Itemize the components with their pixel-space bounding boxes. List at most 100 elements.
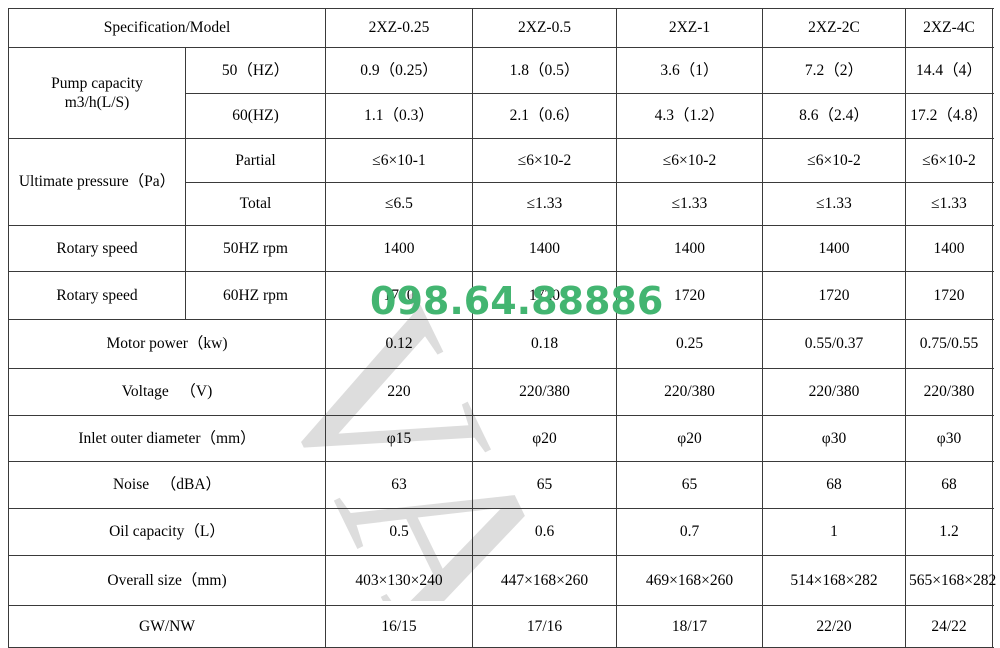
cell-overall-size-model-2: 447×168×260 bbox=[472, 555, 617, 606]
header-model-3: 2XZ-1 bbox=[616, 8, 763, 48]
cell-rotary-speed-50hz-model-4: 1400 bbox=[762, 225, 906, 272]
cell-motor-power-model-3: 0.25 bbox=[616, 319, 763, 369]
rowhead-ultimate-pressure-partial: Partial bbox=[185, 138, 326, 183]
cell-motor-power-model-4: 0.55/0.37 bbox=[762, 319, 906, 369]
table-row: GW/NW 16/15 17/16 18/17 22/20 24/22 bbox=[8, 605, 993, 648]
cell-voltage-model-4: 220/380 bbox=[762, 368, 906, 416]
table-row: Motor power（kw) 0.12 0.18 0.25 0.55/0.37… bbox=[8, 319, 993, 369]
rowhead-rotary-speed-60hz-unit: 60HZ rpm bbox=[185, 271, 326, 320]
table-row: 60(HZ) 1.1（0.3） 2.1（0.6） 4.3（1.2） 8.6（2.… bbox=[9, 92, 993, 139]
header-model-2: 2XZ-0.5 bbox=[472, 8, 617, 48]
rowhead-inlet-outer-diameter: Inlet outer diameter（mm） bbox=[8, 415, 326, 462]
cell-rotary-speed-50hz-model-5: 1400 bbox=[905, 225, 993, 272]
header-model-1: 2XZ-0.25 bbox=[325, 8, 473, 48]
cell-gw-nw-model-4: 22/20 bbox=[762, 605, 906, 648]
cell-overall-size-model-4: 514×168×282 bbox=[762, 555, 906, 606]
cell-motor-power-model-1: 0.12 bbox=[325, 319, 473, 369]
cell-pump-capacity-50hz-model-2: 1.8（0.5） bbox=[472, 47, 617, 94]
cell-gw-nw-model-3: 18/17 bbox=[616, 605, 763, 648]
table-row: Ultimate pressure（Pa） Partial ≤6×10-1 ≤6… bbox=[8, 138, 993, 226]
rowhead-pump-capacity-60hz: 60(HZ) bbox=[185, 92, 326, 139]
cell-ultimate-pressure-partial-model-2: ≤6×10-2 bbox=[472, 138, 617, 183]
cell-ultimate-pressure-total-model-5: ≤1.33 bbox=[905, 181, 993, 226]
cell-inlet-outer-diameter-model-2: φ20 bbox=[472, 415, 617, 462]
rowhead-pump-capacity-50hz: 50（HZ） bbox=[185, 47, 326, 94]
cell-ultimate-pressure-total-model-4: ≤1.33 bbox=[762, 181, 906, 226]
header-model-5: 2XZ-4C bbox=[905, 8, 993, 48]
cell-oil-capacity-model-1: 0.5 bbox=[325, 508, 473, 556]
cell-oil-capacity-model-2: 0.6 bbox=[472, 508, 617, 556]
cell-noise-model-5: 68 bbox=[905, 461, 993, 509]
cell-pump-capacity-60hz-model-1: 1.1（0.3） bbox=[325, 92, 473, 139]
header-model-4: 2XZ-2C bbox=[762, 8, 906, 48]
cell-inlet-outer-diameter-model-5: φ30 bbox=[905, 415, 993, 462]
rowhead-ultimate-pressure-total: Total bbox=[185, 181, 326, 226]
cell-rotary-speed-60hz-model-5: 1720 bbox=[905, 271, 993, 320]
cell-pump-capacity-60hz-model-3: 4.3（1.2） bbox=[616, 92, 763, 139]
rowhead-oil-capacity: Oil capacity（L） bbox=[8, 508, 326, 556]
cell-pump-capacity-50hz-model-1: 0.9（0.25） bbox=[325, 47, 473, 94]
table-row: Voltage （V) 220 220/380 220/380 220/380 … bbox=[8, 368, 993, 416]
table-row: Inlet outer diameter（mm） φ15 φ20 φ20 φ30… bbox=[8, 415, 993, 462]
rowhead-rotary-speed-50hz-unit: 50HZ rpm bbox=[185, 225, 326, 272]
rowhead-gw-nw: GW/NW bbox=[8, 605, 326, 648]
cell-inlet-outer-diameter-model-4: φ30 bbox=[762, 415, 906, 462]
cell-overall-size-model-1: 403×130×240 bbox=[325, 555, 473, 606]
cell-gw-nw-model-2: 17/16 bbox=[472, 605, 617, 648]
cell-gw-nw-model-5: 24/22 bbox=[905, 605, 993, 648]
cell-inlet-outer-diameter-model-1: φ15 bbox=[325, 415, 473, 462]
cell-rotary-speed-60hz-model-4: 1720 bbox=[762, 271, 906, 320]
cell-inlet-outer-diameter-model-3: φ20 bbox=[616, 415, 763, 462]
cell-pump-capacity-50hz-model-5: 14.4（4） bbox=[905, 47, 993, 94]
cell-noise-model-3: 65 bbox=[616, 461, 763, 509]
cell-pump-capacity-60hz-model-2: 2.1（0.6） bbox=[472, 92, 617, 139]
rowhead-pump-capacity-line1: Pump capacity bbox=[51, 74, 143, 92]
cell-ultimate-pressure-partial-model-5: ≤6×10-2 bbox=[905, 138, 993, 183]
cell-pump-capacity-50hz-model-4: 7.2（2） bbox=[762, 47, 906, 94]
table-row: Pump capacity m3/h(L/S) 50（HZ） 0.9（0.25）… bbox=[8, 47, 993, 139]
cell-voltage-model-1: 220 bbox=[325, 368, 473, 416]
cell-voltage-model-5: 220/380 bbox=[905, 368, 993, 416]
phone-number-watermark: 098.64.88886 bbox=[370, 279, 664, 323]
specification-table-container: Specification/Model 2XZ-0.25 2XZ-0.5 2XZ… bbox=[8, 8, 996, 648]
cell-overall-size-model-5: 565×168×282 bbox=[905, 555, 996, 606]
cell-oil-capacity-model-5: 1.2 bbox=[905, 508, 993, 556]
cell-pump-capacity-60hz-model-5: 17.2（4.8） bbox=[905, 92, 993, 139]
cell-noise-model-1: 63 bbox=[325, 461, 473, 509]
table-row: Rotary speed 50HZ rpm 1400 1400 1400 140… bbox=[8, 225, 993, 272]
table-row: Total ≤6.5 ≤1.33 ≤1.33 ≤1.33 ≤1.33 bbox=[9, 181, 993, 226]
cell-voltage-model-3: 220/380 bbox=[616, 368, 763, 416]
rowhead-rotary-speed-50hz: Rotary speed bbox=[8, 225, 186, 272]
cell-rotary-speed-60hz-model-2: 1720 bbox=[472, 271, 617, 320]
cell-ultimate-pressure-total-model-2: ≤1.33 bbox=[472, 181, 617, 226]
cell-oil-capacity-model-4: 1 bbox=[762, 508, 906, 556]
rowhead-overall-size: Overall size（mm) bbox=[8, 555, 326, 606]
cell-rotary-speed-50hz-model-2: 1400 bbox=[472, 225, 617, 272]
cell-gw-nw-model-1: 16/15 bbox=[325, 605, 473, 648]
table-row: Oil capacity（L） 0.5 0.6 0.7 1 1.2 bbox=[8, 508, 993, 556]
table-row: Rotary speed 60HZ rpm 1720 1720 1720 172… bbox=[8, 271, 993, 320]
table-header-row: Specification/Model 2XZ-0.25 2XZ-0.5 2XZ… bbox=[8, 8, 993, 48]
cell-rotary-speed-60hz-model-3: 1720 bbox=[616, 271, 763, 320]
cell-ultimate-pressure-total-model-3: ≤1.33 bbox=[616, 181, 763, 226]
cell-rotary-speed-60hz-model-1: 1720 bbox=[325, 271, 473, 320]
cell-motor-power-model-5: 0.75/0.55 bbox=[905, 319, 993, 369]
cell-noise-model-2: 65 bbox=[472, 461, 617, 509]
rowhead-pump-capacity: Pump capacity m3/h(L/S) bbox=[8, 47, 186, 139]
cell-ultimate-pressure-partial-model-3: ≤6×10-2 bbox=[616, 138, 763, 183]
cell-voltage-model-2: 220/380 bbox=[472, 368, 617, 416]
cell-overall-size-model-3: 469×168×260 bbox=[616, 555, 763, 606]
rowhead-rotary-speed-60hz: Rotary speed bbox=[8, 271, 186, 320]
specification-table: Specification/Model 2XZ-0.25 2XZ-0.5 2XZ… bbox=[8, 8, 996, 648]
rowhead-pump-capacity-line2: m3/h(L/S) bbox=[64, 94, 130, 111]
cell-pump-capacity-50hz-model-3: 3.6（1） bbox=[616, 47, 763, 94]
cell-rotary-speed-50hz-model-3: 1400 bbox=[616, 225, 763, 272]
cell-ultimate-pressure-partial-model-4: ≤6×10-2 bbox=[762, 138, 906, 183]
cell-pump-capacity-60hz-model-4: 8.6（2.4） bbox=[762, 92, 906, 139]
rowhead-voltage: Voltage （V) bbox=[8, 368, 326, 416]
rowhead-noise: Noise （dBA） bbox=[8, 461, 326, 509]
table-row: Overall size（mm) 403×130×240 447×168×260… bbox=[8, 555, 996, 606]
rowhead-motor-power: Motor power（kw) bbox=[8, 319, 326, 369]
cell-rotary-speed-50hz-model-1: 1400 bbox=[325, 225, 473, 272]
cell-noise-model-4: 68 bbox=[762, 461, 906, 509]
